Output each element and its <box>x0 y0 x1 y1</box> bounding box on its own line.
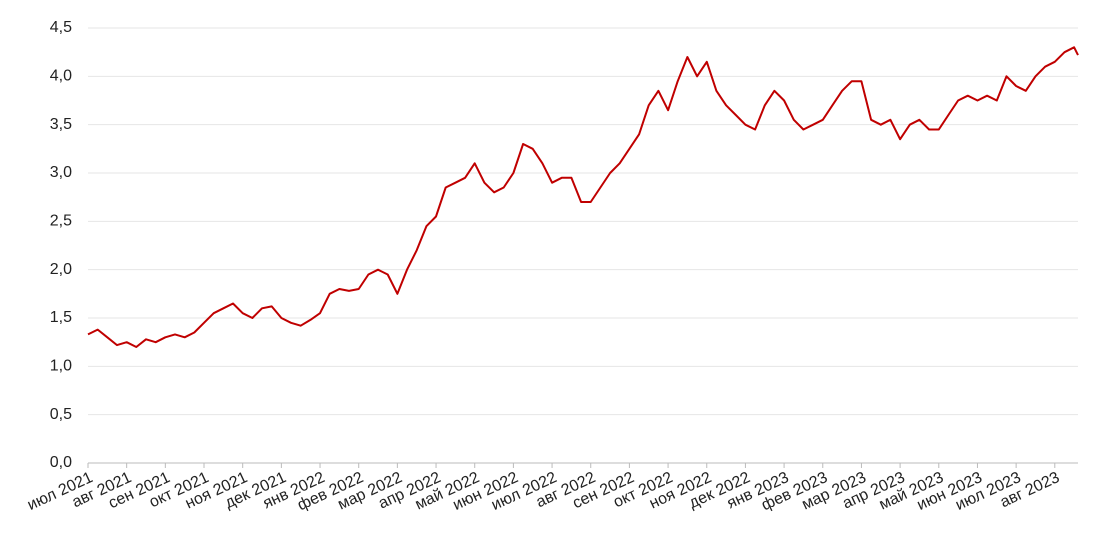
y-tick-label: 4,0 <box>50 68 72 85</box>
y-tick-label: 3,5 <box>50 116 72 133</box>
y-tick-label: 1,0 <box>50 358 72 375</box>
y-tick-label: 0,0 <box>50 454 72 471</box>
y-tick-label: 2,0 <box>50 261 72 278</box>
y-tick-label: 4,5 <box>50 19 72 36</box>
y-tick-label: 1,5 <box>50 309 72 326</box>
y-tick-label: 2,5 <box>50 213 72 230</box>
line <box>87 46 1079 348</box>
y-tick-label: 0,5 <box>50 406 72 423</box>
y-tick-label: 3,0 <box>50 164 72 181</box>
